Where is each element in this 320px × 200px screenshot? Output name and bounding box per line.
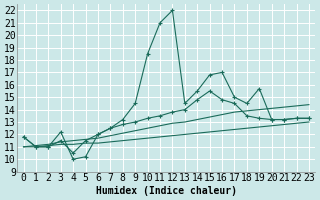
X-axis label: Humidex (Indice chaleur): Humidex (Indice chaleur) — [96, 186, 237, 196]
